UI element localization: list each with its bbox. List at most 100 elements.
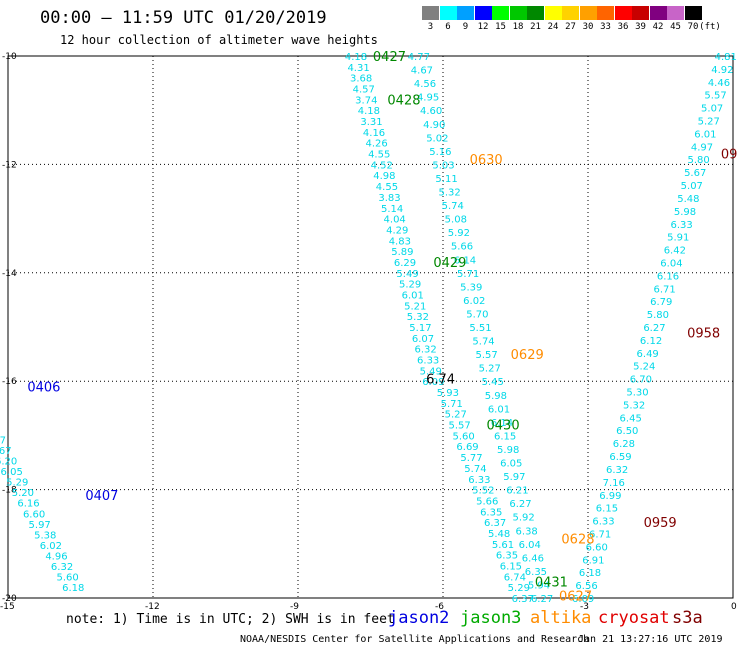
lon-tick-label: -3 bbox=[580, 602, 589, 612]
wave-height-value: 6.27 bbox=[531, 594, 553, 605]
wave-height-value: 4.67 bbox=[411, 66, 433, 77]
wave-height-value: 5.02 bbox=[426, 133, 448, 144]
wave-height-value: 5.17 bbox=[409, 323, 431, 334]
wave-height-value: 6.74 bbox=[504, 572, 526, 583]
legend-swatch bbox=[422, 6, 439, 20]
pass-time-label: 0428 bbox=[387, 93, 420, 108]
wave-height-value: 5.67 bbox=[684, 168, 706, 179]
wave-height-value: 6.79 bbox=[650, 297, 672, 308]
wave-height-value: 6.33 bbox=[670, 220, 692, 231]
wave-height-value: 4.56 bbox=[414, 79, 436, 90]
lon-tick-label: -15 bbox=[0, 602, 15, 612]
wave-height-value: 6.99 bbox=[599, 491, 621, 502]
lon-tick-label: -12 bbox=[145, 602, 160, 612]
wave-height-value: 5.93 bbox=[437, 388, 459, 399]
wave-height-value: 5.92 bbox=[512, 513, 534, 524]
wave-height-value: 5.74 bbox=[464, 464, 486, 475]
lat-tick-label: -14 bbox=[2, 269, 17, 279]
wave-height-value: 4.81 bbox=[715, 52, 737, 63]
wave-height-value: 6.14 bbox=[454, 255, 476, 266]
lat-tick-label: -10 bbox=[2, 52, 17, 62]
map-frame bbox=[7, 55, 734, 599]
pass-time-label: 0407 bbox=[85, 489, 118, 504]
legend-label: 6 bbox=[445, 22, 451, 32]
lon-tick-label: -6 bbox=[435, 602, 444, 612]
wave-height-value: 6.27 bbox=[643, 323, 665, 334]
legend-swatch bbox=[527, 6, 544, 20]
wave-height-value: 6.02 bbox=[463, 296, 485, 307]
pass-time-label: 0427 bbox=[373, 50, 406, 65]
legend-swatch bbox=[509, 6, 527, 20]
pass-time-label: 0958 bbox=[687, 326, 720, 341]
legend-swatch bbox=[614, 6, 632, 20]
wave-height-value: 4.98 bbox=[373, 171, 395, 182]
wave-height-value: 5.60 bbox=[57, 573, 79, 584]
legend-label: 30 bbox=[582, 22, 594, 32]
legend-label: 70 bbox=[687, 22, 699, 32]
wave-height-value: 3.31 bbox=[360, 117, 382, 128]
wave-height-value: 5.03 bbox=[432, 160, 454, 171]
wave-height-value: 6.29 bbox=[394, 258, 416, 269]
pass-time-label: 0406 bbox=[27, 381, 60, 396]
legend-swatch bbox=[562, 6, 579, 20]
wave-height-value: 4.55 bbox=[368, 150, 390, 161]
wave-height-value: 6.59 bbox=[609, 452, 631, 463]
wave-height-value: 5.20 bbox=[12, 488, 34, 499]
wave-height-value: 5.30 bbox=[626, 388, 648, 399]
legend-swatch bbox=[684, 6, 702, 20]
wave-height-value: 5.92 bbox=[448, 228, 470, 239]
wave-height-value: 5.91 bbox=[667, 233, 689, 244]
wave-height-value: 6.15 bbox=[596, 504, 618, 515]
pass-time-label: 0431 bbox=[535, 576, 568, 591]
wave-height-value: 6.32 bbox=[414, 345, 436, 356]
wave-height-value: 6.12 bbox=[640, 336, 662, 347]
wave-height-value: 5.71 bbox=[457, 269, 479, 280]
wave-height-value: 5.51 bbox=[469, 323, 491, 334]
wave-height-value: 6.18 bbox=[62, 583, 84, 594]
wave-height-value: 5.57 bbox=[704, 91, 726, 102]
wave-height-value: 6.15 bbox=[500, 561, 522, 572]
wave-height-value: 5.32 bbox=[439, 188, 461, 199]
lon-tick-label: 0 bbox=[731, 602, 737, 612]
wave-height-value: 4.97 bbox=[691, 142, 713, 153]
wave-height-value: 6.37 bbox=[512, 594, 534, 605]
wave-height-value: 4.95 bbox=[417, 93, 439, 104]
wave-height-value: 6.01 bbox=[694, 129, 716, 140]
wave-height-value: 6.69 bbox=[456, 442, 478, 453]
wave-height-value: 4.18 bbox=[345, 52, 367, 63]
generated-timestamp: Jan 21 13:27:16 UTC 2019 bbox=[578, 634, 723, 645]
pass-time-label: 0629 bbox=[511, 348, 544, 363]
wave-height-value: 6.46 bbox=[522, 553, 544, 564]
wave-height-value: 5.07 bbox=[701, 104, 723, 115]
wave-height-value: 5.37 bbox=[0, 435, 6, 446]
legend-unit: (ft) bbox=[699, 22, 721, 32]
wave-height-value: 4.57 bbox=[353, 85, 375, 96]
wave-height-value: 6.32 bbox=[51, 562, 73, 573]
wave-height-value: 6.33 bbox=[468, 475, 490, 486]
wave-height-value: 5.27 bbox=[698, 117, 720, 128]
wave-height-value: 6.16 bbox=[17, 499, 39, 510]
wave-height-value: 5.32 bbox=[407, 312, 429, 323]
wave-height-value: 5.77 bbox=[460, 453, 482, 464]
wave-height-value: 6.09 bbox=[422, 377, 444, 388]
wave-height-value: 5.38 bbox=[34, 530, 56, 541]
chart-title: 00:00 – 11:59 UTC 01/20/2019 bbox=[40, 8, 327, 28]
wave-height-value: 6.09 bbox=[572, 594, 594, 605]
wave-height-value: 4.77 bbox=[408, 52, 430, 63]
wave-height-value: 5.08 bbox=[445, 215, 467, 226]
satellite-name-cryosat: cryosat bbox=[598, 608, 670, 628]
wave-height-value: 5.27 bbox=[479, 364, 501, 375]
wave-height-value: 5.67 bbox=[0, 446, 12, 457]
wave-height-value: 6.60 bbox=[586, 542, 608, 553]
wave-height-value: 5.32 bbox=[623, 400, 645, 411]
wave-height-value: 5.80 bbox=[687, 155, 709, 166]
wave-height-value: 6.05 bbox=[500, 459, 522, 470]
wave-height-value: 6.70 bbox=[630, 375, 652, 386]
wave-height-value: 5.21 bbox=[404, 301, 426, 312]
wave-height-value: 6.04 bbox=[519, 540, 541, 551]
wave-height-value: 5.57 bbox=[475, 350, 497, 361]
legend-swatch bbox=[474, 6, 492, 20]
wave-height-value: 6.35 bbox=[525, 567, 547, 578]
wave-height-value: 5.48 bbox=[488, 529, 510, 540]
wave-height-value: 6.71 bbox=[654, 284, 676, 295]
